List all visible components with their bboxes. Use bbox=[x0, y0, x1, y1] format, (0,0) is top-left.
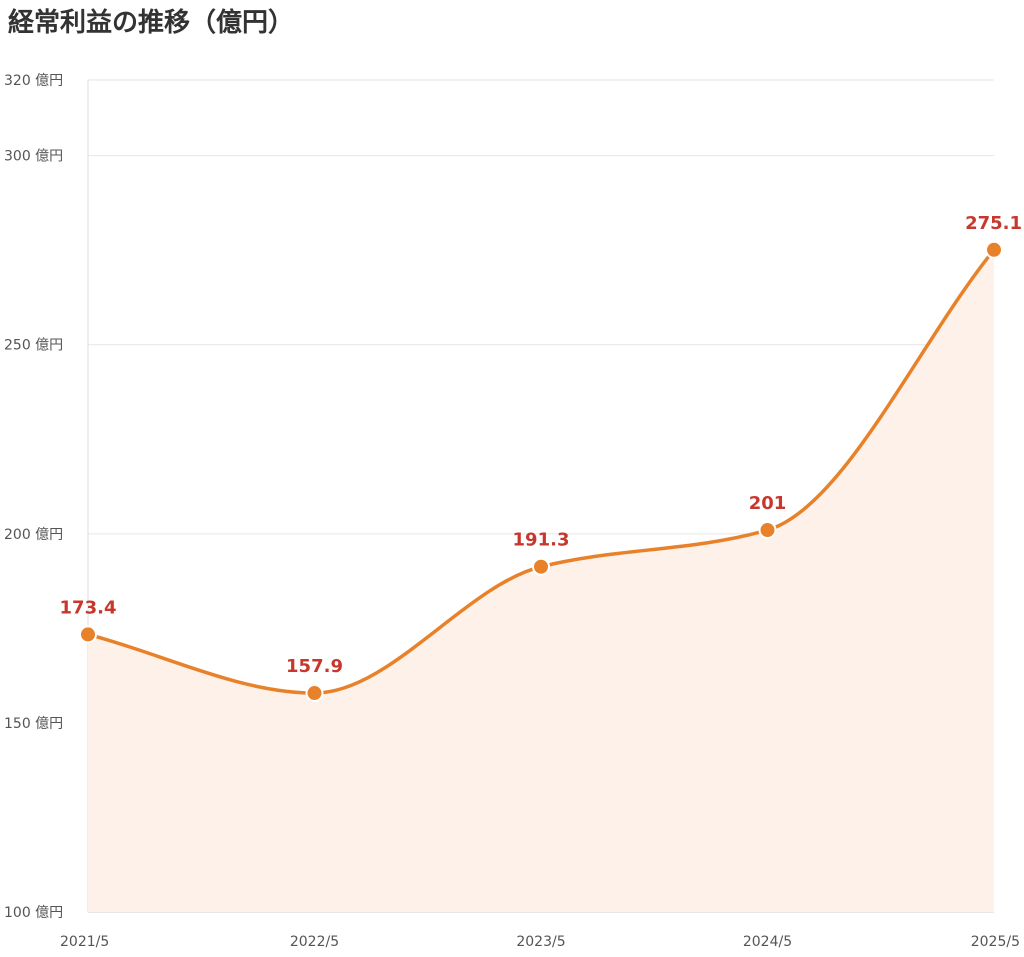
y-tick-label: 320 億円 bbox=[4, 73, 63, 89]
x-axis-tick-labels: 2021/5 2022/5 2023/5 2024/5 2025/5 bbox=[60, 934, 1020, 950]
y-tick-label: 300 億円 bbox=[4, 149, 63, 165]
y-tick-label: 150 億円 bbox=[4, 716, 63, 732]
data-points bbox=[79, 240, 1003, 703]
area-fill-shape bbox=[88, 249, 994, 912]
data-point bbox=[305, 684, 324, 703]
area-fill bbox=[88, 249, 994, 912]
data-label: 201 bbox=[749, 493, 787, 514]
x-tick-label: 2021/5 bbox=[60, 934, 109, 950]
y-tick-label: 200 億円 bbox=[4, 527, 63, 543]
data-point bbox=[79, 625, 97, 644]
data-point bbox=[758, 521, 777, 540]
data-point bbox=[532, 557, 550, 576]
y-tick-label: 100 億円 bbox=[4, 905, 63, 921]
x-tick-label: 2022/5 bbox=[290, 934, 339, 950]
x-tick-label: 2024/5 bbox=[743, 934, 792, 950]
data-labels: 173.4 157.9 191.3 201 275.1 bbox=[60, 213, 1022, 677]
data-label: 191.3 bbox=[513, 530, 570, 551]
data-label: 173.4 bbox=[60, 597, 117, 618]
x-tick-label: 2025/5 bbox=[971, 934, 1020, 950]
y-axis-tick-labels: 100 億円 150 億円 200 億円 250 億円 300 億円 320 億円 bbox=[4, 73, 63, 921]
data-point bbox=[985, 240, 1003, 259]
data-label: 275.1 bbox=[965, 213, 1022, 234]
x-tick-label: 2023/5 bbox=[516, 934, 565, 950]
data-label: 157.9 bbox=[286, 656, 343, 677]
chart-title: 経常利益の推移（億円） bbox=[8, 8, 295, 38]
y-tick-label: 250 億円 bbox=[4, 338, 63, 354]
